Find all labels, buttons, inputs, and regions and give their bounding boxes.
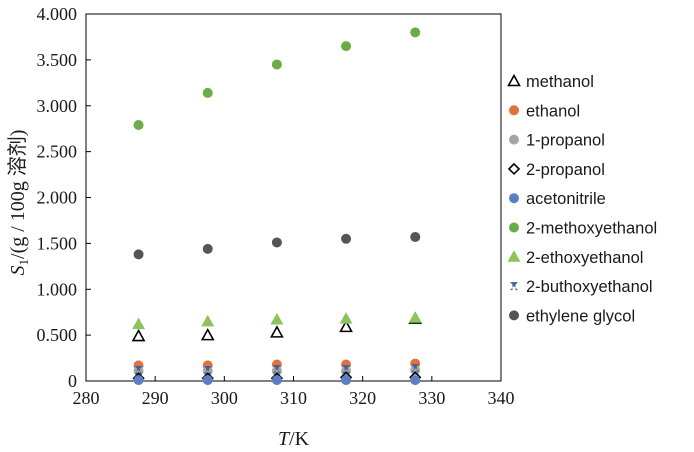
data-point-ethylene-glycol	[133, 249, 144, 260]
y-tick-label: 3.500	[37, 50, 78, 70]
x-axis-title-unit: /K	[289, 428, 310, 450]
data-point-2-buthoxyethanol	[411, 364, 420, 373]
legend-label: 2-methoxyethanol	[526, 220, 657, 238]
data-point-acetonitrile	[133, 375, 144, 386]
data-point-2-buthoxyethanol	[342, 365, 351, 374]
data-point-ethylene-glycol	[271, 237, 282, 248]
data-point-methanol	[339, 319, 353, 333]
data-point-2-ethoxyethanol	[270, 313, 284, 325]
legend-item-methanol: methanol	[507, 73, 594, 91]
x-axis-title: T/K	[278, 428, 310, 450]
data-point-acetonitrile	[202, 375, 213, 386]
data-point-2-buthoxyethanol	[134, 365, 143, 374]
data-point-2-buthoxyethanol	[272, 365, 281, 374]
y-tick-label: 0	[68, 371, 77, 391]
y-tick-label: 0.500	[37, 325, 78, 345]
data-point-2-methoxyethanol	[133, 120, 144, 131]
legend-item-acetonitrile: acetonitrile	[509, 190, 606, 208]
legend-marker-2-propanol	[507, 162, 521, 176]
plot-frame	[85, 13, 502, 382]
y-tick-label: 3.000	[37, 96, 78, 116]
data-point-methanol	[270, 325, 284, 338]
legend-item-1-propanol: 1-propanol	[509, 132, 605, 150]
x-tick-label: 340	[488, 388, 515, 408]
legend-label: methanol	[526, 73, 594, 91]
series-2-ethoxyethanol	[132, 311, 422, 330]
legend-item-2-buthoxyethanol: 2-buthoxyethanol	[510, 278, 653, 296]
legend-label: 2-buthoxyethanol	[526, 278, 653, 296]
y-tick-label: 4.000	[37, 4, 78, 24]
legend-marker-2-buthoxyethanol	[510, 282, 518, 291]
legend-marker-2-ethoxyethanol	[507, 250, 521, 262]
data-point-1-propanol	[341, 365, 352, 376]
data-point-1-propanol	[271, 365, 282, 376]
data-point-2-ethoxyethanol	[408, 311, 422, 323]
y-axis-title-subscript: 1	[16, 259, 31, 266]
x-tick-label: 280	[73, 388, 100, 408]
data-point-2-ethoxyethanol	[339, 312, 353, 324]
legend-item-ethylene-glycol: ethylene glycol	[509, 307, 635, 325]
y-tick-label: 2.500	[37, 142, 78, 162]
data-point-ethylene-glycol	[410, 231, 421, 242]
data-point-1-propanol	[410, 364, 421, 375]
y-tick-label: 1.000	[37, 279, 78, 299]
data-point-ethylene-glycol	[202, 243, 213, 254]
y-axis-title-text: S1/(g / 100g 溶剂)	[6, 130, 31, 276]
legend-marker-1-propanol	[509, 134, 519, 145]
legend-item-ethanol: ethanol	[509, 102, 580, 120]
x-tick-label: 310	[280, 388, 307, 408]
data-point-acetonitrile	[271, 375, 282, 386]
x-tick-label: 290	[142, 388, 169, 408]
legend-label: ethylene glycol	[526, 307, 635, 325]
series-acetonitrile	[133, 375, 421, 386]
legend-item-2-propanol: 2-propanol	[507, 161, 605, 179]
data-point-2-methoxyethanol	[202, 87, 213, 98]
data-point-2-ethoxyethanol	[201, 314, 215, 327]
legend-label: ethanol	[526, 102, 580, 120]
legend: methanol ethanol 1-propanol 2-propanol aceto…	[507, 73, 657, 325]
y-tick-label: 2.000	[37, 188, 78, 208]
y-tick-label: 1.500	[37, 233, 78, 253]
data-point-2-methoxyethanol	[341, 41, 352, 52]
legend-marker-methanol	[507, 73, 521, 87]
series-2-buthoxyethanol	[134, 364, 420, 374]
data-point-acetonitrile	[341, 375, 352, 386]
series-2-methoxyethanol	[133, 27, 421, 131]
legend-item-2-methoxyethanol: 2-methoxyethanol	[509, 220, 657, 238]
data-point-2-ethoxyethanol	[132, 317, 146, 330]
data-point-ethylene-glycol	[341, 233, 352, 244]
series-ethylene-glycol	[133, 231, 421, 260]
x-axis-title-italic: T	[278, 428, 291, 450]
data-point-2-methoxyethanol	[410, 27, 421, 38]
legend-marker-acetonitrile	[509, 193, 519, 204]
data-point-2-methoxyethanol	[271, 59, 282, 70]
legend-label: 1-propanol	[526, 132, 605, 150]
y-axis-title-unit: /(g / 100g 溶剂)	[6, 130, 29, 259]
tick-labels: 280 290 300 310 320 330 340 0 0.500 1.000 1.500 2.0…	[37, 4, 515, 408]
x-tick-label: 300	[211, 388, 238, 408]
y-axis-title: S1/(g / 100g 溶剂)	[6, 130, 31, 276]
legend-label: 2-propanol	[526, 161, 605, 179]
legend-label: 2-ethoxyethanol	[526, 249, 643, 267]
legend-marker-ethylene-glycol	[509, 310, 519, 321]
data-point-2-buthoxyethanol	[203, 365, 212, 374]
x-tick-label: 320	[349, 388, 376, 408]
legend-marker-2-methoxyethanol	[509, 222, 519, 233]
data-point-methanol	[131, 328, 146, 342]
y-axis-title-italic: S	[7, 265, 29, 275]
data-points	[131, 27, 423, 386]
legend-item-2-ethoxyethanol: 2-ethoxyethanol	[507, 249, 643, 267]
x-tick-label: 330	[418, 388, 445, 408]
legend-label: acetonitrile	[526, 190, 606, 208]
legend-marker-ethanol	[509, 105, 519, 116]
data-point-methanol	[200, 327, 215, 341]
data-point-acetonitrile	[410, 375, 421, 386]
axis-ticks	[85, 13, 502, 382]
